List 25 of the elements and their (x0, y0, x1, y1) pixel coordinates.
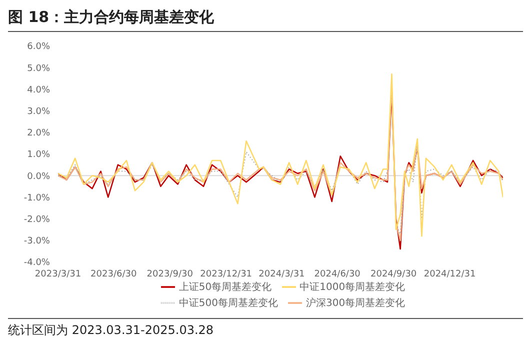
x-tick-label: 2024/9/30 (370, 269, 417, 280)
y-tick-label: 1.0% (27, 150, 50, 160)
y-tick-label: 5.0% (27, 64, 50, 74)
legend-label: 上证50每周基差变化 (178, 282, 272, 293)
y-tick-label: 6.0% (27, 42, 50, 52)
x-tick-label: 2023/9/30 (146, 269, 194, 280)
y-tick-label: -1.0% (24, 193, 50, 204)
legend-label: 中证1000每周基差变化 (300, 282, 406, 293)
y-tick-label: 0.0% (27, 172, 50, 182)
y-tick-label: 3.0% (27, 106, 50, 117)
text: 统计区间为 2023.03.31-2025.03.28 (8, 318, 523, 339)
x-tick-label: 2023/12/31 (200, 269, 252, 280)
y-tick-label: 2.0% (27, 128, 50, 139)
y-tick-label: 4.0% (27, 85, 50, 96)
x-tick-label: 2023/6/30 (90, 269, 137, 280)
legend-label: 沪深300每周基差变化 (306, 298, 406, 309)
x-tick-label: 2024/6/30 (314, 269, 361, 280)
y-tick-label: -2.0% (24, 214, 50, 225)
x-tick-label: 2024/12/31 (424, 269, 476, 280)
x-tick-label: 2023/3/31 (34, 269, 82, 280)
y-tick-label: -4.0% (24, 258, 50, 268)
legend-label: 中证500每周基差变化 (178, 298, 278, 309)
x-tick-label: 2024/3/31 (258, 269, 305, 280)
y-tick-label: -3.0% (24, 236, 50, 247)
chart-title: 图 18：主力合约每周基差变化 (8, 8, 523, 32)
